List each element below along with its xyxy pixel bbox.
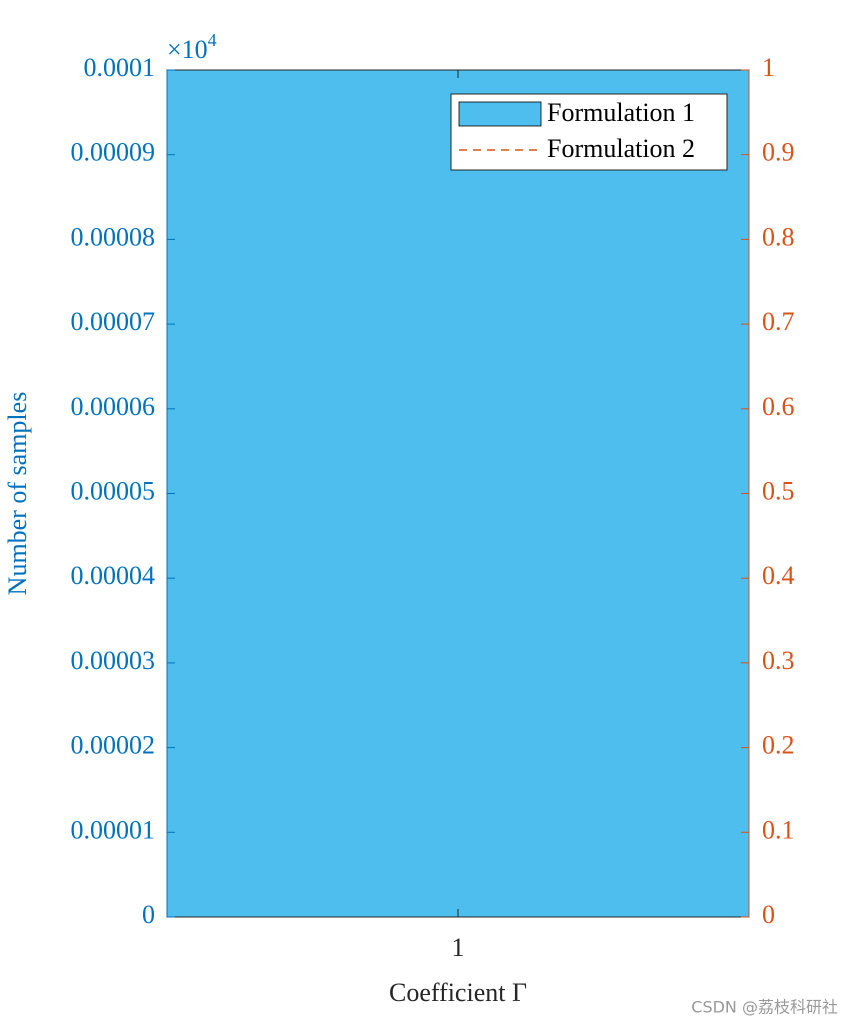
y-multiplier: ×104 [167,30,217,64]
y2-tick-label: 0.4 [762,561,795,590]
y-tick-label: 0.00001 [71,815,156,844]
y2-tick-label: 0.3 [762,646,795,675]
y2-tick-label: 0.9 [762,138,795,167]
y-multiplier-base: ×10 [167,35,208,64]
y-tick-label: 0.00004 [71,561,156,590]
y-tick-label: 0.00006 [71,392,156,421]
legend-label: Formulation 1 [547,98,695,127]
y-tick-label: 0.00008 [71,222,156,251]
y2-tick-label: 1 [762,53,775,82]
legend-label: Formulation 2 [547,134,695,163]
y2-tick-label: 0.5 [762,476,795,505]
y-tick-label: 0.0001 [84,53,156,82]
watermark: CSDN @荔枝科研社 [691,998,838,1017]
y2-tick-label: 0.6 [762,392,795,421]
y-tick-label: 0.00009 [71,138,156,167]
y-tick-label: 0.00007 [71,307,156,336]
legend-swatch [458,101,542,127]
y-tick-label: 0 [142,900,155,929]
y2-tick-label: 0.2 [762,731,795,760]
y2-tick-label: 0 [762,900,775,929]
y-tick-label: 0.00005 [71,476,156,505]
y-axis-label: Number of samples [3,392,32,596]
y2-tick-label: 0.8 [762,222,795,251]
x-tick-label: 1 [452,933,465,962]
x-axis-label: Coefficient Γ [389,978,527,1007]
y-tick-label: 0.00003 [71,646,156,675]
y-multiplier-exponent: 4 [208,30,217,50]
y2-tick-label: 0.7 [762,307,795,336]
bar [167,70,749,917]
plot-area [167,70,749,917]
y-tick-label: 0.00002 [71,731,156,760]
y2-tick-label: 0.1 [762,815,795,844]
